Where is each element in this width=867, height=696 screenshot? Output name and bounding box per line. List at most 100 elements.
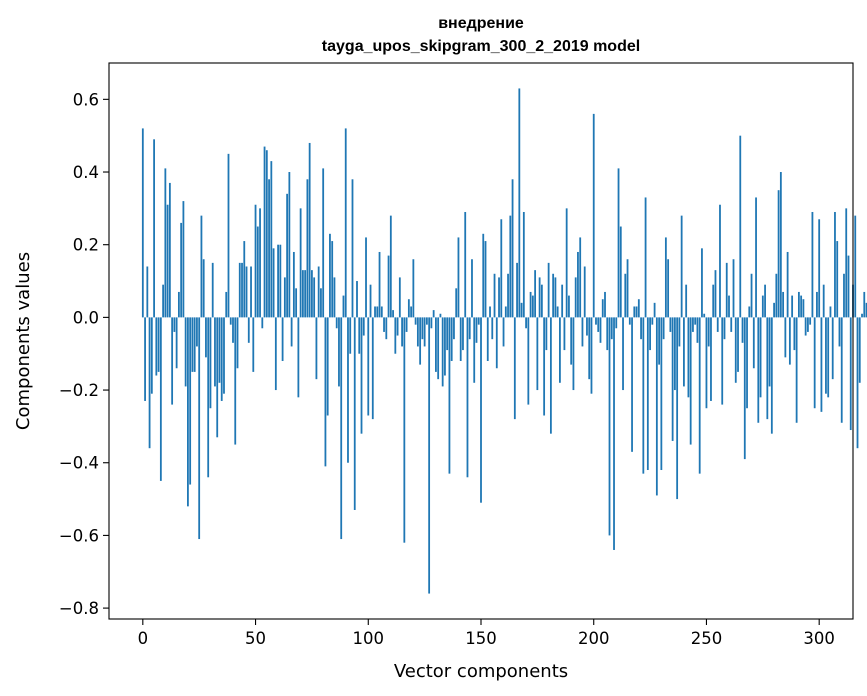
bar-5 (153, 139, 155, 318)
bar-124 (421, 317, 424, 340)
bar-89 (342, 295, 345, 318)
chart-title-line2: tayga_upos_skipgram_300_2_2019 model (322, 38, 640, 55)
bar-39 (229, 317, 232, 325)
bar-237 (676, 317, 679, 500)
bar-69 (297, 317, 300, 398)
bar-255 (716, 317, 719, 332)
bar-291 (797, 291, 800, 318)
bar-9 (162, 284, 165, 318)
bar-183 (554, 277, 557, 318)
bar-3 (148, 317, 151, 449)
bar-158 (498, 277, 500, 318)
bar-185 (559, 317, 561, 383)
bar-155 (491, 317, 494, 340)
bar-100 (367, 317, 370, 416)
bar-147 (473, 317, 476, 383)
bar-270 (750, 273, 753, 318)
bar-213 (622, 317, 624, 391)
bar-54 (263, 146, 266, 318)
bar-164 (511, 179, 514, 318)
bar-264 (737, 317, 739, 372)
bar-53 (261, 317, 264, 329)
y-tick-label: 0.6 (73, 90, 99, 109)
bar-191 (572, 317, 575, 391)
bar-24 (196, 317, 198, 347)
bar-22 (191, 317, 194, 372)
bar-258 (723, 317, 726, 340)
bar-43 (238, 262, 241, 318)
bar-8 (159, 317, 162, 481)
bar-96 (358, 317, 361, 354)
x-tick-label: 100 (353, 629, 385, 648)
bar-265 (739, 135, 742, 318)
bar-276 (764, 284, 766, 318)
bar-157 (495, 317, 498, 369)
bar-274 (759, 317, 762, 398)
bar-225 (649, 317, 651, 351)
bar-313 (847, 255, 850, 318)
bar-280 (773, 302, 775, 318)
bar-308 (836, 241, 839, 318)
y-tick-label: 0.2 (73, 236, 99, 255)
bar-309 (838, 317, 841, 347)
bar-128 (430, 317, 433, 329)
bar-233 (667, 259, 670, 318)
bar-30 (209, 317, 212, 409)
bar-289 (793, 317, 796, 351)
bar-146 (471, 259, 473, 318)
bar-180 (547, 262, 550, 318)
bar-144 (466, 317, 469, 478)
bar-186 (561, 284, 564, 318)
bar-37 (225, 291, 228, 318)
bar-60 (277, 244, 279, 318)
bar-142 (462, 317, 464, 351)
bar-299 (816, 291, 818, 318)
bar-154 (489, 306, 491, 318)
bar-189 (568, 295, 570, 318)
bar-171 (527, 317, 530, 405)
bar-126 (425, 317, 428, 325)
bar-2 (146, 266, 149, 318)
bar-87 (338, 317, 340, 387)
bar-105 (378, 251, 381, 318)
bar-134 (444, 317, 446, 376)
bar-273 (757, 317, 760, 423)
bar-72 (304, 270, 307, 318)
x-axis-label: Vector components (394, 661, 568, 682)
bar-1 (144, 317, 146, 401)
bar-141 (459, 317, 462, 361)
bar-86 (335, 317, 338, 329)
bar-11 (166, 204, 169, 318)
bar-118 (407, 299, 410, 318)
bar-149 (477, 317, 480, 325)
bar-130 (435, 317, 437, 372)
bar-246 (696, 317, 699, 343)
bar-267 (743, 317, 746, 460)
bar-20 (187, 317, 189, 507)
bar-301 (820, 317, 823, 412)
bar-77 (315, 317, 318, 380)
bar-7 (157, 317, 160, 372)
bar-178 (543, 317, 546, 416)
bar-281 (775, 273, 778, 318)
bar-292 (800, 295, 803, 318)
bar-216 (628, 317, 631, 325)
bar-263 (734, 317, 737, 383)
bar-215 (626, 259, 629, 318)
bar-251 (707, 317, 710, 347)
bar-310 (840, 317, 843, 423)
bar-61 (279, 244, 282, 318)
bar-290 (795, 317, 798, 423)
bar-169 (522, 211, 525, 318)
bar-286 (786, 251, 789, 318)
bar-165 (513, 317, 516, 420)
bar-59 (274, 317, 277, 391)
y-tick-label: 0.0 (73, 308, 99, 327)
bar-219 (635, 306, 638, 318)
bar-52 (259, 208, 261, 318)
bar-312 (845, 208, 848, 318)
bar-223 (644, 197, 647, 318)
bar-95 (356, 281, 358, 318)
bar-40 (232, 317, 234, 343)
bar-176 (538, 277, 541, 318)
